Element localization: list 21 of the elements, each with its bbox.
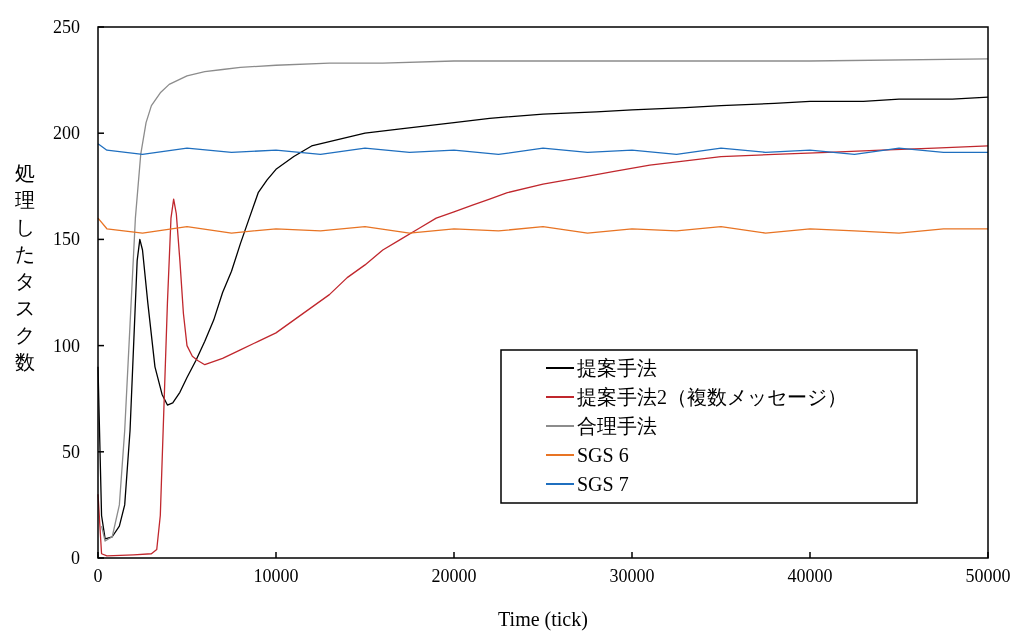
x-tick-label: 50000 [965, 566, 1011, 586]
y-tick-label: 100 [53, 335, 80, 356]
x-axis-title: Time (tick) [498, 608, 588, 631]
legend-label: SGS 6 [577, 444, 629, 466]
y-tick-label: 250 [53, 17, 80, 37]
legend-label: 提案手法 [577, 357, 657, 379]
y-tick-label: 50 [62, 441, 80, 462]
y-tick-label: 150 [53, 229, 80, 250]
x-tick-label: 40000 [787, 566, 833, 586]
line-series [97, 143, 989, 156]
x-tick-label: 30000 [609, 566, 655, 586]
x-tick-label: 0 [93, 566, 103, 586]
line-series [97, 217, 989, 234]
y-axis-title: 処理したタスク数 [15, 162, 35, 373]
x-tick-label: 10000 [253, 566, 299, 586]
legend-label: 提案手法2（複数メッセージ） [577, 386, 847, 408]
x-tick-label: 20000 [431, 566, 477, 586]
legend-label: SGS 7 [577, 473, 629, 495]
y-tick-label: 200 [53, 123, 80, 144]
legend-label: 合理手法 [577, 415, 657, 437]
y-tick-label: 0 [71, 548, 80, 568]
